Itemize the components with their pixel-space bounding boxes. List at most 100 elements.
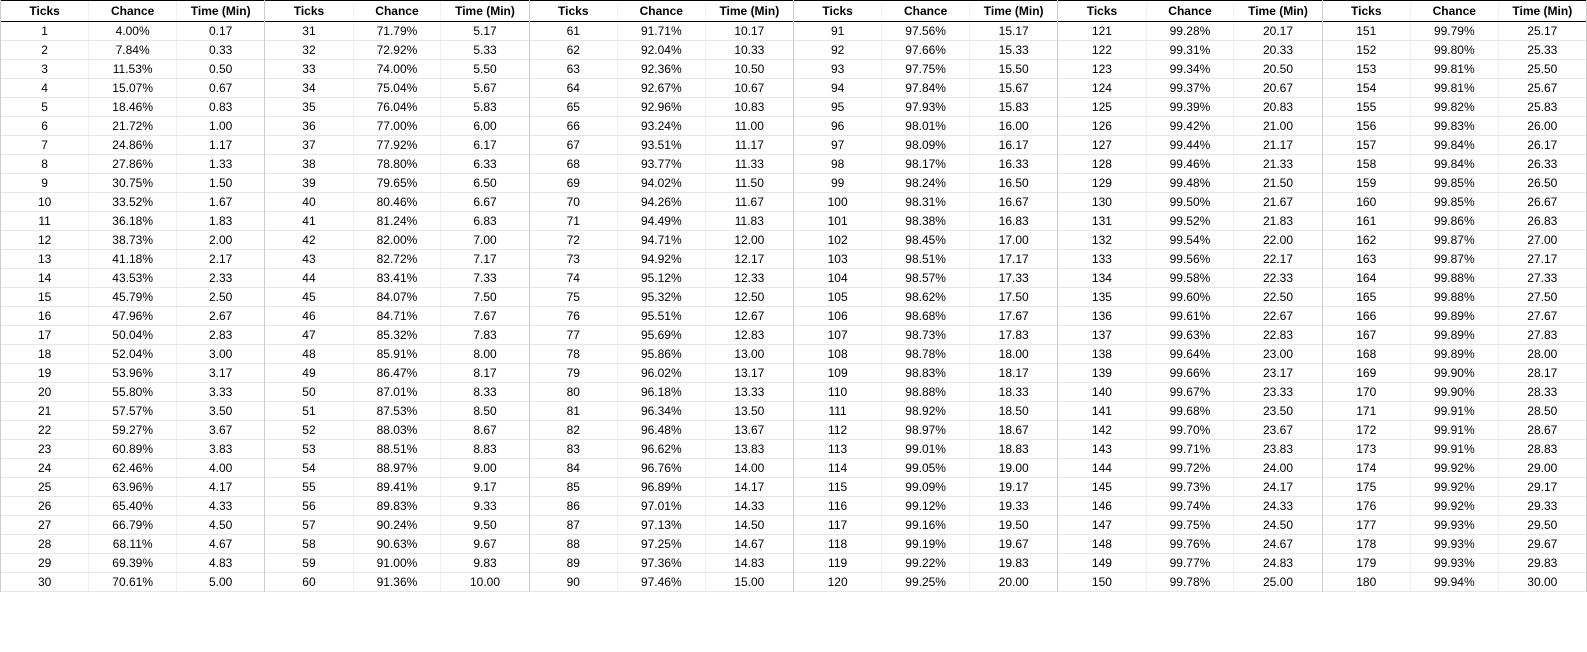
- cell-chance: 93.24%: [617, 117, 705, 136]
- cell-chance: 27.86%: [89, 155, 177, 174]
- cell-time: 23.50: [1234, 402, 1322, 421]
- table-row: 11799.16%19.50: [794, 516, 1057, 535]
- cell-time: 0.83: [177, 98, 265, 117]
- cell-ticks: 178: [1323, 535, 1411, 554]
- table-row: 5790.24%9.50: [265, 516, 528, 535]
- cell-chance: 99.37%: [1146, 79, 1234, 98]
- table-row: 14499.72%24.00: [1058, 459, 1321, 478]
- cell-time: 5.50: [441, 60, 529, 79]
- cell-chance: 99.76%: [1146, 535, 1234, 554]
- table-row: 4282.00%7.00: [265, 231, 528, 250]
- cell-chance: 99.72%: [1146, 459, 1234, 478]
- cell-time: 0.67: [177, 79, 265, 98]
- table-row: 3878.80%6.33: [265, 155, 528, 174]
- cell-chance: 99.92%: [1410, 497, 1498, 516]
- cell-ticks: 31: [265, 22, 353, 41]
- table-row: 17199.91%28.50: [1323, 402, 1586, 421]
- cell-ticks: 68: [530, 155, 618, 174]
- cell-time: 16.67: [970, 193, 1058, 212]
- cell-chance: 99.50%: [1146, 193, 1234, 212]
- table-row: 930.75%1.50: [1, 174, 264, 193]
- cell-time: 26.83: [1498, 212, 1586, 231]
- cell-time: 23.83: [1234, 440, 1322, 459]
- cell-ticks: 101: [794, 212, 882, 231]
- table-row: 8596.89%14.17: [530, 478, 793, 497]
- cell-chance: 99.54%: [1146, 231, 1234, 250]
- cell-time: 21.33: [1234, 155, 1322, 174]
- cell-time: 22.50: [1234, 288, 1322, 307]
- cell-time: 10.83: [705, 98, 793, 117]
- table-row: 2766.79%4.50: [1, 516, 264, 535]
- table-row: 518.46%0.83: [1, 98, 264, 117]
- cell-time: 6.33: [441, 155, 529, 174]
- table-row: 9898.17%16.33: [794, 155, 1057, 174]
- cell-ticks: 148: [1058, 535, 1146, 554]
- cell-time: 25.50: [1498, 60, 1586, 79]
- cell-ticks: 119: [794, 554, 882, 573]
- table-row: 415.07%0.67: [1, 79, 264, 98]
- cell-time: 30.00: [1498, 573, 1586, 592]
- table-row: 12899.46%21.33: [1058, 155, 1321, 174]
- cell-ticks: 172: [1323, 421, 1411, 440]
- cell-chance: 96.18%: [617, 383, 705, 402]
- cell-chance: 99.28%: [1146, 22, 1234, 41]
- cell-chance: 99.73%: [1146, 478, 1234, 497]
- cell-time: 20.50: [1234, 60, 1322, 79]
- cell-time: 14.33: [705, 497, 793, 516]
- table-row: 9798.09%16.17: [794, 136, 1057, 155]
- table-header-row: TicksChanceTime (Min): [1, 1, 264, 22]
- cell-ticks: 16: [1, 307, 89, 326]
- cell-chance: 65.40%: [89, 497, 177, 516]
- cell-ticks: 92: [794, 41, 882, 60]
- table-row: 12599.39%20.83: [1058, 98, 1321, 117]
- cell-time: 13.67: [705, 421, 793, 440]
- cell-chance: 99.85%: [1410, 193, 1498, 212]
- cell-chance: 18.46%: [89, 98, 177, 117]
- table-row: 16599.88%27.50: [1323, 288, 1586, 307]
- cell-chance: 99.25%: [882, 573, 970, 592]
- cell-time: 25.00: [1234, 573, 1322, 592]
- cell-ticks: 180: [1323, 573, 1411, 592]
- cell-time: 27.17: [1498, 250, 1586, 269]
- cell-ticks: 66: [530, 117, 618, 136]
- cell-ticks: 147: [1058, 516, 1146, 535]
- cell-time: 28.33: [1498, 383, 1586, 402]
- cell-time: 3.17: [177, 364, 265, 383]
- cell-time: 16.33: [970, 155, 1058, 174]
- cell-ticks: 77: [530, 326, 618, 345]
- cell-chance: 80.46%: [353, 193, 441, 212]
- cell-time: 14.17: [705, 478, 793, 497]
- table-row: 13099.50%21.67: [1058, 193, 1321, 212]
- cell-time: 12.67: [705, 307, 793, 326]
- data-table: TicksChanceTime (Min)3171.79%5.173272.92…: [265, 0, 528, 592]
- cell-ticks: 151: [1323, 22, 1411, 41]
- table-row: 13199.52%21.83: [1058, 212, 1321, 231]
- table-row: 12299.31%20.33: [1058, 41, 1321, 60]
- table-row: 17899.93%29.67: [1323, 535, 1586, 554]
- table-row: 827.86%1.33: [1, 155, 264, 174]
- table-row: 15399.81%25.50: [1323, 60, 1586, 79]
- table-row: 9698.01%16.00: [794, 117, 1057, 136]
- cell-ticks: 15: [1, 288, 89, 307]
- cell-ticks: 35: [265, 98, 353, 117]
- cell-ticks: 13: [1, 250, 89, 269]
- table-row: 7795.69%12.83: [530, 326, 793, 345]
- cell-time: 15.00: [705, 573, 793, 592]
- cell-time: 8.17: [441, 364, 529, 383]
- cell-ticks: 23: [1, 440, 89, 459]
- cell-chance: 97.66%: [882, 41, 970, 60]
- col-header-time: Time (Min): [177, 1, 265, 22]
- cell-ticks: 34: [265, 79, 353, 98]
- table-row: 10598.62%17.50: [794, 288, 1057, 307]
- table-column: TicksChanceTime (Min)12199.28%20.1712299…: [1057, 0, 1321, 592]
- table-row: 6693.24%11.00: [530, 117, 793, 136]
- cell-ticks: 72: [530, 231, 618, 250]
- table-row: 13999.66%23.17: [1058, 364, 1321, 383]
- cell-ticks: 11: [1, 212, 89, 231]
- cell-ticks: 67: [530, 136, 618, 155]
- table-row: 14999.77%24.83: [1058, 554, 1321, 573]
- cell-chance: 77.00%: [353, 117, 441, 136]
- cell-time: 11.83: [705, 212, 793, 231]
- table-row: 16499.88%27.33: [1323, 269, 1586, 288]
- table-row: 15799.84%26.17: [1323, 136, 1586, 155]
